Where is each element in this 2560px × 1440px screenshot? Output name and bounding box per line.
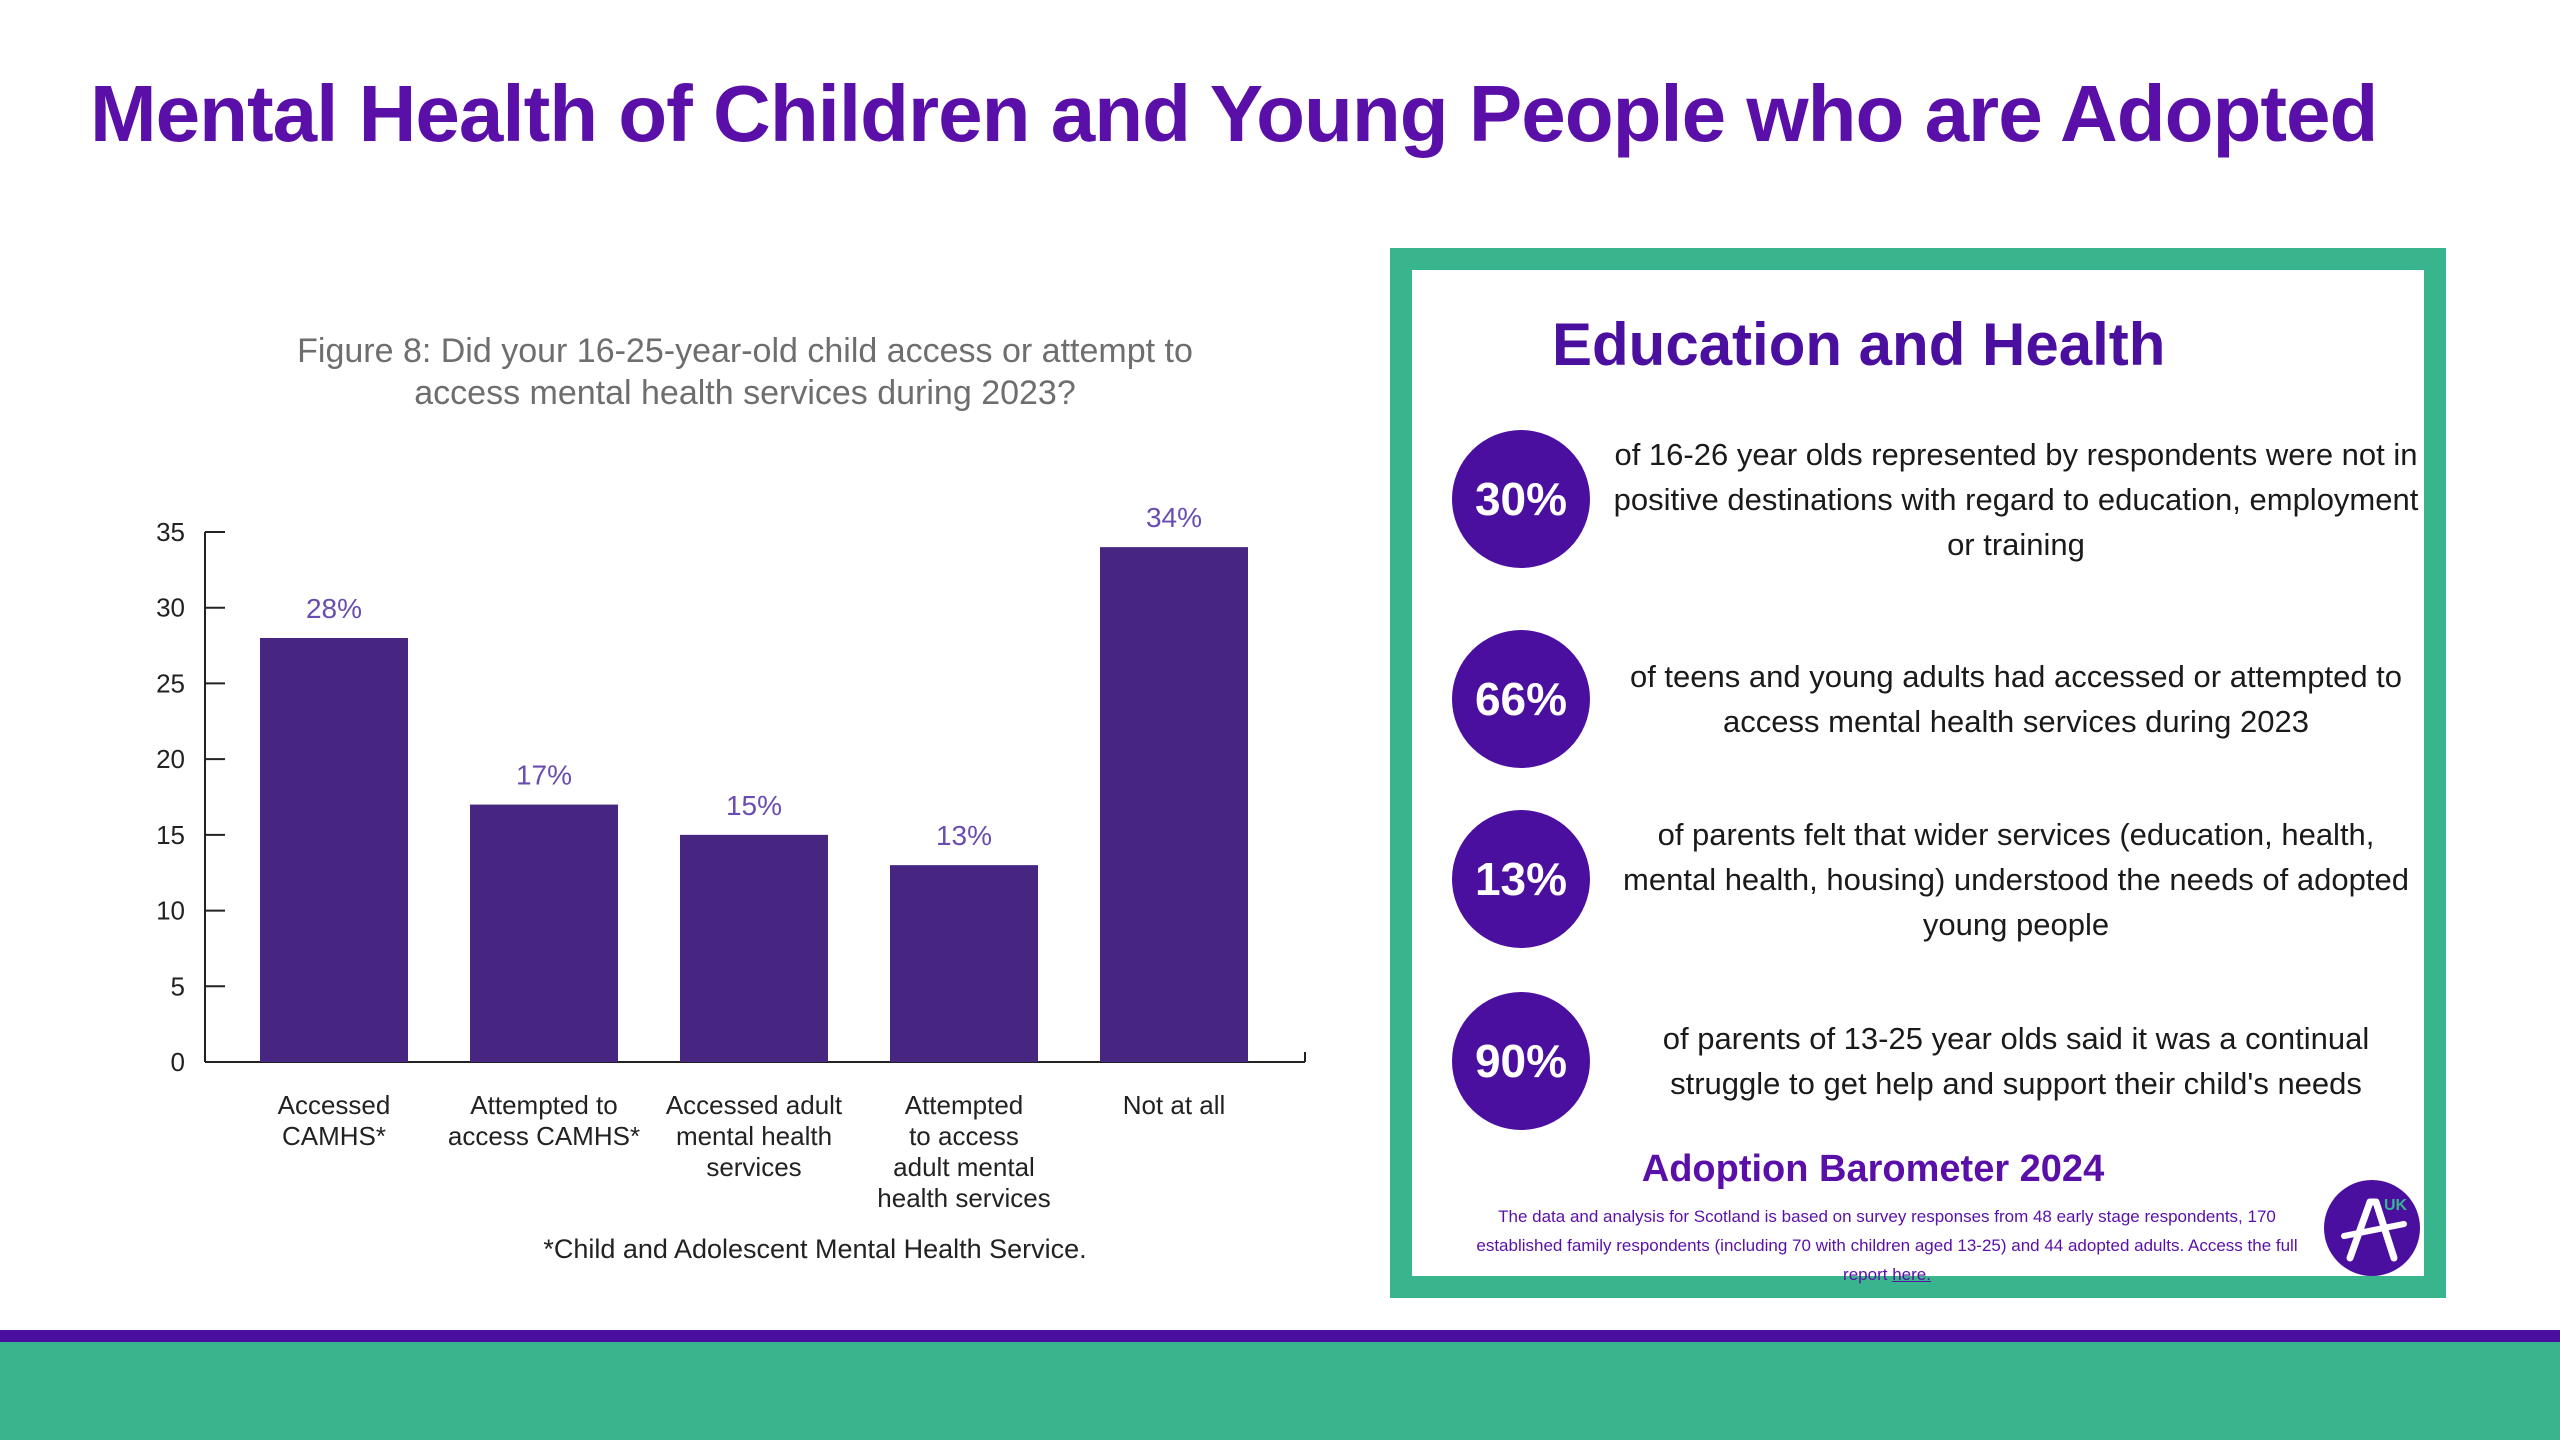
category-label-line: access CAMHS*	[448, 1121, 640, 1151]
y-tick-label: 15	[156, 820, 185, 850]
category-label-line: CAMHS*	[282, 1121, 386, 1151]
bar	[890, 865, 1038, 1062]
education-health-panel: Education and Health 30% of 16-26 year o…	[1390, 248, 2446, 1298]
y-tick-label: 35	[156, 517, 185, 547]
bar	[1100, 547, 1248, 1062]
data-label: 15%	[726, 790, 782, 821]
page-title: Mental Health of Children and Young Peop…	[90, 69, 2378, 158]
data-label: 13%	[936, 820, 992, 851]
data-label: 28%	[306, 593, 362, 624]
category-label: Not at all	[1123, 1090, 1226, 1120]
stat-value-badge: 13%	[1452, 810, 1590, 948]
footer-band-line	[0, 1330, 2560, 1342]
category-label: Attempted to access CAMHS*	[448, 1090, 640, 1151]
adoption-uk-logo: UK	[2324, 1180, 2420, 1276]
report-link[interactable]: here.	[1892, 1265, 1931, 1284]
stat-item: 13% of parents felt that wider services …	[1452, 810, 2422, 948]
stat-description: of 16-26 year olds represented by respon…	[1613, 436, 2419, 562]
category-label: Attempted to access adult mental health ser…	[877, 1090, 1050, 1213]
category-label-line: services	[706, 1152, 801, 1182]
bars	[260, 547, 1248, 1062]
y-tick-label: 30	[156, 593, 185, 623]
bar-chart: Figure 8: Did your 16-25-year-old child …	[156, 332, 1306, 1264]
y-tick-label: 0	[171, 1047, 185, 1077]
stat-description: of teens and young adults had accessed o…	[1629, 659, 2403, 739]
category-label-line: Accessed	[278, 1090, 391, 1120]
category-label-line: adult mental	[893, 1152, 1035, 1182]
stat-item: 30% of 16-26 year olds represented by re…	[1452, 430, 2422, 568]
y-tick-label: 25	[156, 668, 185, 698]
chart-title: Figure 8: Did your 16-25-year-old child …	[297, 332, 1193, 412]
barometer-title: Adoption Barometer 2024	[1641, 1148, 2105, 1190]
stat-value-badge: 66%	[1452, 630, 1590, 768]
category-label-line: mental health	[676, 1121, 832, 1151]
y-tick-label: 20	[156, 744, 185, 774]
stat-description: of parents of 13-25 year olds said it wa…	[1662, 1021, 2370, 1101]
stat-item: 90% of parents of 13-25 year olds said i…	[1452, 992, 2422, 1130]
category-label: Accessed adult mental health services	[666, 1090, 843, 1182]
bar	[680, 834, 828, 1062]
category-label-line: Accessed adult	[666, 1090, 843, 1120]
stat-item: 66% of teens and young adults had access…	[1452, 630, 2422, 768]
logo-mark-icon: UK	[2341, 1197, 2408, 1262]
footer-band	[0, 1342, 2560, 1440]
chart-footnote: *Child and Adolescent Mental Health Serv…	[543, 1234, 1086, 1264]
category-label-line: to access	[909, 1121, 1019, 1151]
data-label: 34%	[1146, 502, 1202, 533]
barometer-note: The data and analysis for Scotland is ba…	[1472, 1202, 2302, 1289]
category-label-line: health services	[877, 1183, 1050, 1213]
stat-description: of parents felt that wider services (edu…	[1623, 816, 2409, 942]
data-label: 17%	[516, 760, 572, 791]
y-tick-label: 10	[156, 896, 185, 926]
bar	[470, 804, 618, 1062]
category-label: Accessed CAMHS*	[278, 1090, 391, 1151]
category-label-line: Not at all	[1123, 1090, 1226, 1120]
category-labels: Accessed CAMHS*Attempted to access CAMHS*A…	[278, 1090, 1226, 1213]
panel-title: Education and Health	[1552, 311, 2166, 378]
category-label-line: Attempted	[905, 1090, 1024, 1120]
barometer-note-text: The data and analysis for Scotland is ba…	[1476, 1207, 2298, 1284]
y-tick-label: 5	[171, 971, 185, 1001]
category-label-line: Attempted to	[470, 1090, 617, 1120]
logo-text: UK	[2384, 1197, 2408, 1214]
stat-value-badge: 30%	[1452, 430, 1590, 568]
stat-value-badge: 90%	[1452, 992, 1590, 1130]
bar	[260, 638, 408, 1062]
chart-title-line: access mental health services during 202…	[414, 374, 1076, 412]
chart-title-line: Figure 8: Did your 16-25-year-old child …	[297, 332, 1193, 370]
data-labels: 28% 17% 15% 13% 34%	[306, 502, 1202, 851]
